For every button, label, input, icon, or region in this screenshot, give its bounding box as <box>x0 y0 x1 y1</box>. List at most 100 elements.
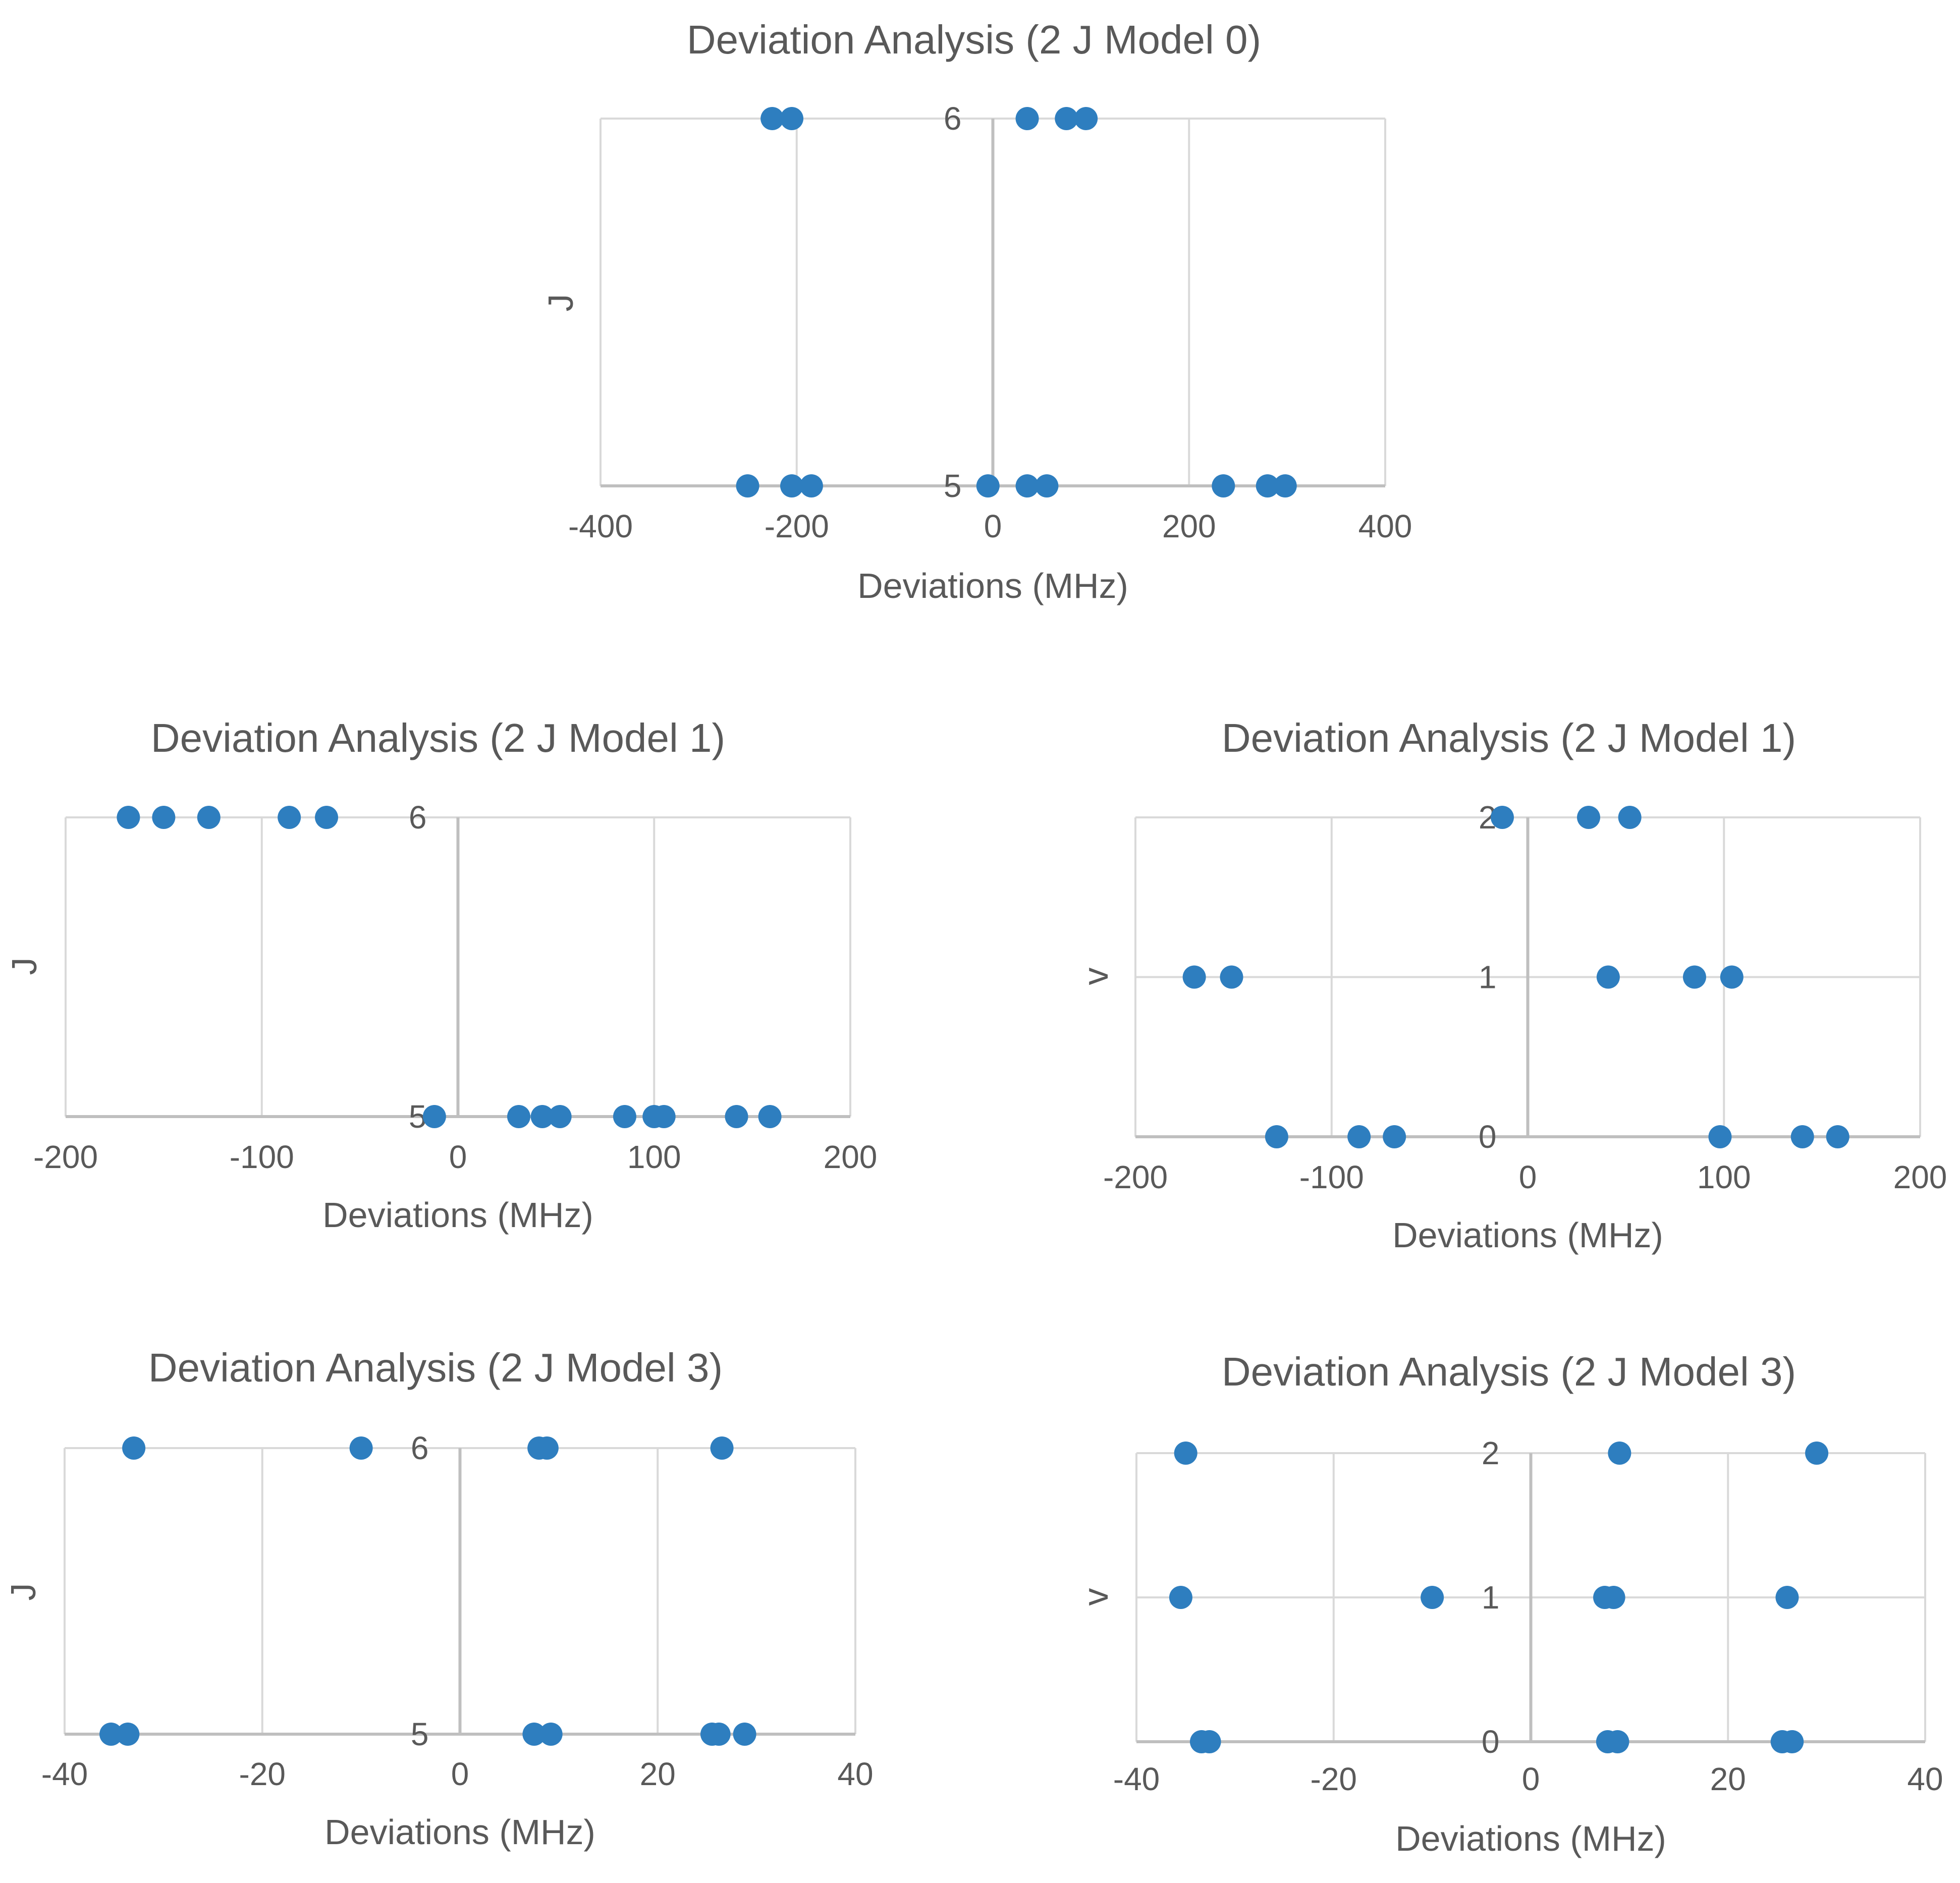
y-tick-label: 1 <box>1482 1579 1500 1616</box>
x-tick-label: 40 <box>1907 1761 1943 1797</box>
data-point[interactable] <box>1780 1730 1804 1753</box>
data-point[interactable] <box>522 1723 546 1746</box>
data-point[interactable] <box>1212 474 1235 497</box>
data-point[interactable] <box>1383 1125 1406 1148</box>
data-point[interactable] <box>613 1105 636 1128</box>
data-point[interactable] <box>733 1723 756 1746</box>
data-point[interactable] <box>349 1436 373 1460</box>
x-tick-label: -40 <box>1113 1761 1160 1797</box>
data-point[interactable] <box>152 806 176 829</box>
data-point[interactable] <box>1421 1586 1444 1609</box>
x-tick-label: 40 <box>837 1756 873 1792</box>
chart-title: Deviation Analysis (2 J Model 1) <box>151 715 725 760</box>
data-point[interactable] <box>736 474 759 497</box>
data-point[interactable] <box>1035 474 1059 497</box>
data-point[interactable] <box>1720 965 1744 989</box>
data-point[interactable] <box>539 1723 563 1746</box>
y-axis-label: J <box>541 294 580 312</box>
chart-title: Deviation Analysis (2 J Model 0) <box>687 17 1261 62</box>
x-tick-label: 100 <box>1697 1159 1751 1195</box>
y-tick-label: 0 <box>1479 1119 1497 1155</box>
data-point[interactable] <box>1826 1125 1849 1148</box>
data-point[interactable] <box>315 806 339 829</box>
x-tick-label: 400 <box>1358 508 1412 544</box>
x-tick-label: -200 <box>765 508 829 544</box>
x-tick-label: 0 <box>984 508 1002 544</box>
data-point[interactable] <box>278 806 301 829</box>
x-tick-label: 200 <box>824 1139 878 1175</box>
data-point[interactable] <box>548 1105 572 1128</box>
data-point[interactable] <box>99 1723 123 1746</box>
x-tick-label: -100 <box>230 1139 294 1175</box>
x-tick-label: 0 <box>449 1139 467 1175</box>
data-point[interactable] <box>652 1105 676 1128</box>
data-point[interactable] <box>1169 1586 1192 1609</box>
data-point[interactable] <box>1182 965 1206 989</box>
x-tick-label: -400 <box>568 508 633 544</box>
x-tick-label: -20 <box>1311 1761 1357 1797</box>
y-axis-label: J <box>5 958 44 975</box>
data-point[interactable] <box>1606 1730 1629 1753</box>
data-point[interactable] <box>535 1436 559 1460</box>
x-axis-label: Deviations (MHz) <box>324 1812 595 1852</box>
data-point[interactable] <box>197 806 221 829</box>
y-axis-label: v <box>1076 968 1115 985</box>
data-point[interactable] <box>1015 474 1039 497</box>
chart-title: Deviation Analysis (2 J Model 3) <box>1222 1349 1796 1394</box>
chart-3: Deviation Analysis (2 J Model 3) -40 -20 0 2… <box>4 1345 874 1852</box>
x-tick-label: 200 <box>1162 508 1216 544</box>
data-point[interactable] <box>725 1105 748 1128</box>
chart-2: Deviation Analysis (2 J Model 1) -200 -100… <box>1076 715 1947 1255</box>
data-point[interactable] <box>1608 1442 1631 1465</box>
chart-4: Deviation Analysis (2 J Model 3) -40 -20 0 2… <box>1076 1349 1943 1858</box>
data-point[interactable] <box>710 1436 734 1460</box>
data-point[interactable] <box>1708 1125 1732 1148</box>
y-tick-label: 6 <box>409 799 427 836</box>
y-tick-label: 6 <box>944 100 962 137</box>
data-point[interactable] <box>1577 806 1601 829</box>
data-point[interactable] <box>1256 474 1279 497</box>
y-tick-label: 5 <box>411 1716 429 1752</box>
data-point[interactable] <box>1602 1586 1625 1609</box>
data-point[interactable] <box>422 1105 446 1128</box>
data-point[interactable] <box>1174 1442 1197 1465</box>
x-tick-label: -200 <box>1103 1159 1168 1195</box>
data-point[interactable] <box>1015 107 1039 130</box>
data-point[interactable] <box>1265 1125 1288 1148</box>
data-point[interactable] <box>122 1436 146 1460</box>
x-tick-label: -40 <box>41 1756 88 1792</box>
chart-title: Deviation Analysis (2 J Model 1) <box>1222 715 1796 760</box>
data-point[interactable] <box>507 1105 531 1128</box>
data-point[interactable] <box>1790 1125 1814 1148</box>
data-point[interactable] <box>1074 107 1098 130</box>
y-tick-label: 2 <box>1482 1435 1500 1471</box>
data-point[interactable] <box>1197 1730 1221 1753</box>
data-point[interactable] <box>116 1723 140 1746</box>
y-tick-label: 6 <box>411 1430 429 1466</box>
x-axis-label: Deviations (MHz) <box>857 566 1128 605</box>
data-point[interactable] <box>780 107 804 130</box>
data-point[interactable] <box>1220 965 1243 989</box>
data-point[interactable] <box>1682 965 1706 989</box>
data-point[interactable] <box>976 474 1000 497</box>
data-point[interactable] <box>1347 1125 1371 1148</box>
data-point[interactable] <box>799 474 823 497</box>
data-point[interactable] <box>1805 1442 1829 1465</box>
data-point[interactable] <box>1490 806 1514 829</box>
data-point[interactable] <box>1618 806 1642 829</box>
x-tick-label: -100 <box>1299 1159 1364 1195</box>
data-point[interactable] <box>758 1105 782 1128</box>
data-point[interactable] <box>1775 1586 1799 1609</box>
data-point[interactable] <box>1055 107 1078 130</box>
x-tick-label: -20 <box>239 1756 286 1792</box>
data-point[interactable] <box>780 474 804 497</box>
x-tick-label: 100 <box>627 1139 681 1175</box>
data-point[interactable] <box>1273 474 1297 497</box>
data-point[interactable] <box>760 107 784 130</box>
x-axis-label: Deviations (MHz) <box>322 1195 593 1235</box>
data-point[interactable] <box>707 1723 731 1746</box>
data-point[interactable] <box>530 1105 554 1128</box>
data-point[interactable] <box>1596 965 1620 989</box>
data-point[interactable] <box>117 806 140 829</box>
